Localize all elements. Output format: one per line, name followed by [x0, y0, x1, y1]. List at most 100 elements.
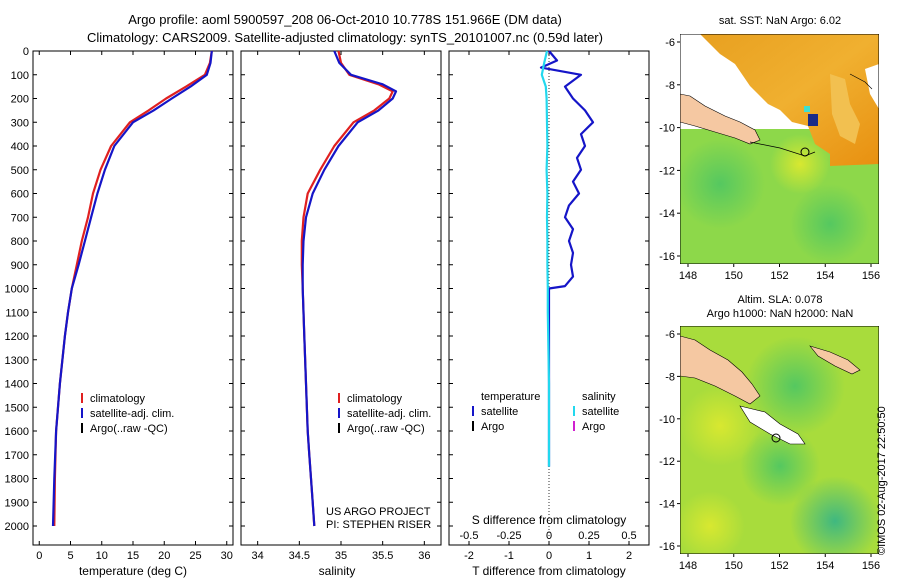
x-tick-label: 0	[546, 550, 552, 562]
map-x-tick-label: 150	[725, 270, 743, 282]
salinity-difference-tick-label: 0	[546, 530, 552, 542]
legend-label: climatology	[90, 393, 146, 405]
map-x-tick-label: 152	[770, 560, 788, 572]
x-tick-label: 15	[127, 550, 139, 562]
depth-tick-label: 700	[11, 212, 29, 224]
depth-tick-label: 1300	[5, 355, 29, 367]
x-tick-label: -1	[504, 550, 514, 562]
map-y-tick-label: -6	[665, 329, 675, 341]
imos-credit: ©IMOS 02-Aug-2017 22:50:50	[876, 406, 888, 555]
series-line-salinity-satellite	[540, 50, 551, 467]
salinity-ticks: 34 34.5 35 35.5 36	[252, 51, 430, 562]
difference-legend: temperature salinity satellite Argo satellit…	[472, 391, 619, 433]
map-y-tick-label: -14	[659, 208, 675, 220]
x-tick-label: 0	[36, 550, 42, 562]
legend-label: satellite-adj. clim.	[347, 408, 431, 420]
depth-tick-label: 1400	[5, 379, 29, 391]
difference-depth-ticks	[449, 50, 649, 527]
depth-tick-label: 200	[11, 94, 29, 106]
series-line-climatology	[300, 50, 394, 527]
x-tick-label: 30	[221, 550, 233, 562]
salinity-difference-tick-label: -0.5	[460, 530, 479, 542]
sla-map-title-line2: Argo h1000: NaN h2000: NaN	[707, 308, 854, 320]
legend-label: Argo	[582, 421, 605, 433]
x-tick-label: 36	[418, 550, 430, 562]
legend-label: satellite-adj. clim.	[90, 408, 174, 420]
map-x-tick-label: 154	[816, 560, 834, 572]
depth-ticks: 0 100 200 300 400 500 600 700 800 900 1000 1100 1200…	[5, 46, 233, 533]
legend-title-salinity: salinity	[582, 391, 616, 403]
map-y-tick-label: -16	[659, 251, 675, 263]
depth-tick-label: 400	[11, 141, 29, 153]
salinity-difference-tick-label: -0.25	[496, 530, 521, 542]
x-tick-label: 5	[67, 550, 73, 562]
depth-tick-label: 600	[11, 189, 29, 201]
depth-tick-label: 2000	[5, 521, 29, 533]
x-tick-label: 34	[252, 550, 264, 562]
legend-label: Argo	[481, 421, 504, 433]
map-x-tick-label: 148	[679, 560, 697, 572]
sla-map: Altim. SLA: 0.078 Argo h1000: NaN h2000:…	[659, 294, 880, 572]
x-tick-label: 35	[335, 550, 347, 562]
x-tick-label: 1	[586, 550, 592, 562]
pi-annotation: PI: STEPHEN RISER	[326, 519, 431, 531]
s-difference-label: S difference from climatology	[472, 513, 627, 527]
depth-tick-label: 300	[11, 117, 29, 129]
x-tick-label: 34.5	[289, 550, 310, 562]
depth-tick-label: 1200	[5, 331, 29, 343]
difference-ticks: -2 -1 0 1 2	[464, 51, 632, 562]
sla-map-image	[680, 326, 879, 554]
map-x-tick-label: 150	[725, 560, 743, 572]
map-x-tick-label: 148	[679, 270, 697, 282]
sst-map-image	[680, 34, 879, 264]
salinity-legend: climatology satellite-adj. clim. Argo(..ra…	[338, 393, 431, 435]
temperature-xlabel: temperature (deg C)	[79, 564, 187, 578]
temperature-ticks: 0 5 10 15 20 25 30	[36, 51, 233, 562]
difference-lines	[539, 50, 595, 467]
map-y-tick-label: -12	[659, 165, 675, 177]
map-y-tick-label: -16	[659, 541, 675, 553]
sst-map-title: sat. SST: NaN Argo: 6.02	[719, 15, 841, 27]
x-tick-label: 10	[96, 550, 108, 562]
figure-title-line2: Climatology: CARS2009. Satellite-adjuste…	[87, 30, 603, 45]
map-x-tick-label: 152	[770, 270, 788, 282]
difference-panel: -2 -1 0 1 2 -0.5 -0.25 0 0.25 0.5 S difference f…	[448, 50, 650, 578]
legend-label: climatology	[347, 393, 403, 405]
sla-map-ticks: 148 150 152 154 156 -6 -8 -10 -12 -14 -16	[659, 329, 880, 572]
map-y-tick-label: -14	[659, 499, 675, 511]
x-tick-label: 25	[189, 550, 201, 562]
t-difference-xlabel: T difference from climatology	[472, 564, 626, 578]
depth-tick-label: 100	[11, 70, 29, 82]
depth-tick-label: 1700	[5, 450, 29, 462]
legend-title-temperature: temperature	[481, 391, 540, 403]
series-line-satellite-adj-clim-	[51, 50, 213, 527]
sla-map-title-line1: Altim. SLA: 0.078	[738, 294, 823, 306]
x-tick-label: 2	[626, 550, 632, 562]
salinity-axes-frame	[240, 50, 442, 546]
depth-tick-label: 1500	[5, 402, 29, 414]
map-y-tick-label: -10	[659, 123, 675, 135]
salinity-panel: 34 34.5 35 35.5 36 salinity climatology satel…	[240, 50, 442, 578]
map-y-tick-label: -12	[659, 456, 675, 468]
map-y-tick-label: -10	[659, 414, 675, 426]
depth-tick-label: 1800	[5, 474, 29, 486]
depth-tick-label: 900	[11, 260, 29, 272]
map-y-tick-label: -6	[665, 37, 675, 49]
map-x-tick-label: 156	[862, 560, 880, 572]
depth-tick-label: 1100	[5, 307, 29, 319]
figure-title-line1: Argo profile: aoml 5900597_208 06-Oct-20…	[128, 12, 562, 27]
map-y-tick-label: -8	[665, 80, 675, 92]
temperature-lines	[51, 50, 213, 527]
x-tick-label: 20	[158, 550, 170, 562]
temperature-panel: 0100200300400500600700800900100011001200…	[5, 46, 234, 578]
series-line-satellite-adj-clim-	[301, 50, 398, 527]
salinity-difference-ticks: -0.5 -0.25 0 0.25 0.5	[460, 530, 637, 542]
sst-map: sat. SST: NaN Argo: 6.02 148 150 152 154 156…	[659, 15, 880, 282]
temperature-axes-frame	[32, 50, 234, 546]
salinity-difference-tick-label: 0.5	[621, 530, 636, 542]
depth-tick-label: 0	[23, 46, 29, 58]
salinity-difference-tick-label: 0.25	[578, 530, 599, 542]
depth-tick-label: 1600	[5, 426, 29, 438]
project-annotation: US ARGO PROJECT	[326, 506, 431, 518]
